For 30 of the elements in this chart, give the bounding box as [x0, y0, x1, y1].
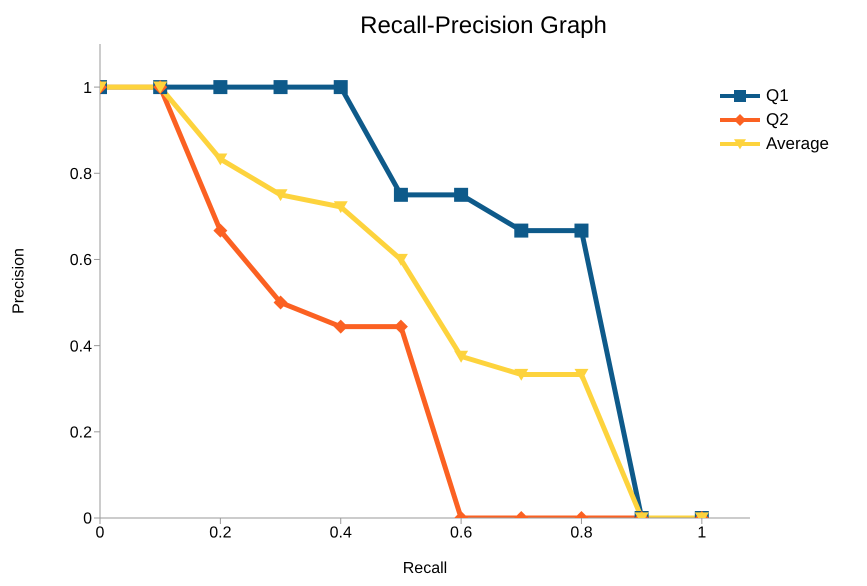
- point: [394, 188, 408, 202]
- y-tick-label: 0.6: [70, 252, 92, 270]
- point: [514, 224, 528, 238]
- point: [574, 224, 588, 238]
- x-tick-label: 1: [697, 524, 706, 542]
- point: [213, 80, 228, 94]
- y-tick-label: 0.4: [70, 338, 92, 356]
- point: [334, 201, 348, 214]
- x-tick-label: 0.2: [209, 524, 232, 542]
- point: [213, 153, 228, 166]
- legend-label: Q2: [766, 110, 789, 130]
- legend-label: Q1: [766, 86, 789, 106]
- x-tick-label: 0: [96, 524, 105, 542]
- x-tick-label: 0.6: [450, 524, 472, 542]
- chart-title: Recall-Precision Graph: [359, 11, 608, 41]
- point: [454, 188, 468, 202]
- x-axis-title: Recall: [402, 560, 448, 577]
- y-tick-label: 1: [83, 80, 92, 97]
- y-tick-label: 0: [83, 510, 92, 528]
- legend-label: Average: [766, 134, 829, 154]
- point: [274, 80, 288, 94]
- point: [274, 296, 288, 310]
- y-axis-title: Precision: [10, 248, 28, 314]
- x-tick-label: 0.4: [330, 524, 352, 542]
- point: [213, 224, 228, 238]
- point: [274, 189, 288, 202]
- y-tick-label: 0.2: [70, 424, 92, 442]
- y-tick-label: 0.8: [70, 166, 92, 183]
- point: [334, 80, 348, 94]
- x-tick-label: 0.8: [570, 524, 593, 542]
